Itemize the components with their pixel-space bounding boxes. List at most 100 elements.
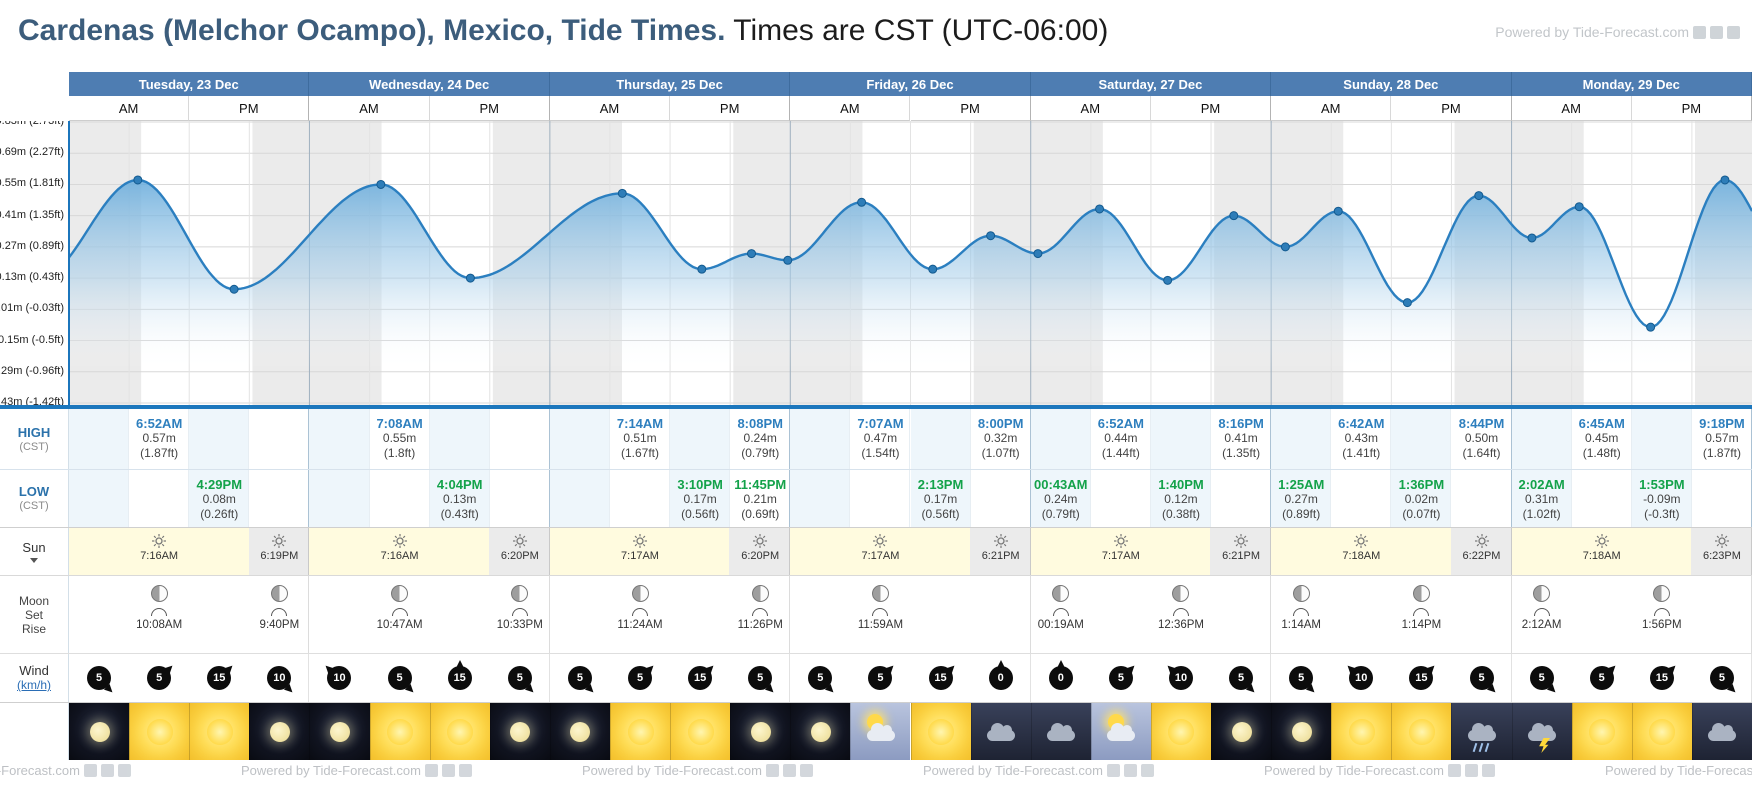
- tide-cell: [1692, 470, 1752, 527]
- weather-tile-moon: [1211, 703, 1272, 760]
- am-header: AM: [69, 96, 190, 121]
- wind-speed-value: 15: [447, 666, 472, 690]
- day-header: Wednesday, 24 Dec: [309, 72, 550, 96]
- tide-cell: [1511, 470, 1572, 527]
- wind-speed-value: 10: [1168, 666, 1193, 690]
- y-axis-tick: 0.27m (0.89ft): [0, 239, 64, 252]
- wind-speed-value: 10: [267, 666, 292, 690]
- sunrise-time: 7:17AM: [621, 550, 659, 562]
- low-tide-time: 4:29PM: [196, 477, 243, 492]
- moon-setrise-time: 10:08AM: [136, 619, 183, 631]
- sunset-shaded-cell: [1210, 528, 1271, 575]
- wind-badge: 0: [985, 660, 1017, 694]
- moon-entry: 9:40PM: [244, 585, 314, 631]
- low-tide-time: 1:53PM: [1639, 477, 1685, 492]
- sunrise-icon: [392, 534, 407, 548]
- moon-phase-icon: [1412, 585, 1430, 602]
- wind-speed-value: 10: [327, 666, 352, 690]
- tide-height-m: 0.13m: [443, 492, 477, 506]
- sunset-entry: 6:23PM: [1687, 533, 1752, 563]
- tide-cell: [1211, 409, 1272, 469]
- weather-tile-sun: [1631, 703, 1692, 760]
- high-tide-entry: 8:00PM 0.32m (1.07ft): [953, 416, 1049, 461]
- tide-height-ft: (0.26ft): [200, 507, 239, 521]
- tide-cell: [490, 409, 550, 469]
- tide-cell: [370, 409, 430, 469]
- y-axis-tick: 0.83m (2.73ft): [0, 121, 64, 127]
- moon-setrise-icon: [1653, 608, 1670, 616]
- wind-badge: 15: [203, 662, 236, 694]
- tide-cell: [610, 409, 671, 469]
- moon-weather-icon: [750, 721, 771, 742]
- tide-cell: [910, 470, 971, 527]
- cloud-weather-icon: [1708, 723, 1737, 741]
- moon-setrise-time: 9:40PM: [259, 619, 300, 631]
- sun-day-cell: 7:18AM 6:23PM: [1511, 528, 1752, 575]
- tide-height-ft: (1.35ft): [1222, 446, 1261, 460]
- tide-height-ft: (1.8ft): [383, 446, 416, 460]
- moon-day-cell: 00:19AM 12:36PM: [1031, 576, 1272, 653]
- moon-weather-icon: [329, 721, 350, 742]
- moon-weather-icon: [570, 721, 591, 742]
- low-tide-entry: 1:40PM 0.12m (0.38ft): [1133, 477, 1229, 522]
- wind-badge: 5: [804, 662, 837, 696]
- moon-row-label: Moon Set Rise: [0, 576, 69, 653]
- sun-day-cell: 7:17AM 6:20PM: [549, 528, 791, 575]
- social-icon: [782, 764, 796, 777]
- sun-label: Sun: [22, 540, 46, 555]
- sunset-icon: [272, 534, 287, 548]
- moon-setrise-time: 00:19AM: [1037, 619, 1084, 631]
- high-label: HIGH: [17, 424, 51, 440]
- tide-height-ft: (1.87ft): [140, 446, 179, 460]
- low-tide-time: 4:04PM: [436, 477, 483, 492]
- wind-badge: 5: [564, 662, 597, 696]
- tide-height-m: 0.51m: [623, 431, 657, 445]
- high-tide-time: 8:00PM: [977, 416, 1024, 431]
- weather-tile-sun: [670, 703, 731, 760]
- weather-row-label: [0, 703, 69, 760]
- watermark-bottom: Powered by Tide-Forecast.com: [923, 763, 1154, 778]
- pm-header: PM: [1150, 96, 1272, 121]
- low-tide-entry: 2:13PM 0.17m (0.56ft): [893, 477, 989, 522]
- tide-height-m: 0.50m: [1464, 431, 1499, 445]
- moon-label-line: Moon: [18, 593, 50, 608]
- sunset-time: 6:20PM: [741, 550, 780, 562]
- moon-setrise-time: 1:56PM: [1642, 619, 1682, 631]
- tide-cell: [249, 409, 310, 469]
- wind-day-cell: [1512, 654, 1752, 702]
- wind-row-label: Wind (km/h): [0, 654, 69, 702]
- weather-tile-moon: [549, 703, 610, 760]
- sunset-time: 6:19PM: [260, 550, 299, 562]
- day-header: Saturday, 27 Dec: [1030, 72, 1272, 96]
- sun-expand-icon[interactable]: [30, 558, 38, 563]
- social-icon: [1481, 764, 1495, 777]
- sun-day-cell: 7:16AM 6:19PM: [69, 528, 310, 575]
- weather-tile-suncloud: [850, 703, 911, 760]
- moon-setrise-icon: [151, 608, 168, 616]
- high-tide-time: 6:52AM: [1097, 416, 1144, 431]
- tide-cell: [1030, 470, 1091, 527]
- sun-day-cell: 7:17AM 6:21PM: [1030, 528, 1272, 575]
- wind-speed-value: 5: [567, 666, 592, 690]
- moon-entry: 10:33PM: [485, 585, 555, 631]
- tide-height-ft: (0.89ft): [1282, 507, 1321, 521]
- social-icon: [458, 764, 472, 777]
- wind-unit-link[interactable]: (km/h): [17, 678, 51, 692]
- sunrise-icon: [1113, 534, 1128, 548]
- day-header: Friday, 26 Dec: [790, 72, 1031, 96]
- moon-phase-icon: [1172, 585, 1190, 602]
- sunrise-entry: 7:16AM: [365, 533, 435, 563]
- weather-tile-moon: [790, 703, 851, 760]
- sunset-icon: [1234, 534, 1249, 548]
- tide-height-ft: (0.38ft): [1161, 507, 1200, 521]
- wind-badge: 15: [684, 662, 717, 694]
- weather-tile-sun: [129, 703, 190, 760]
- tide-cell: [1572, 470, 1632, 527]
- wind-speed-value: 5: [147, 666, 172, 690]
- cloud-weather-icon: [1047, 723, 1076, 741]
- wind-speed-value: 0: [988, 666, 1013, 690]
- wind-day-cell: [309, 654, 550, 702]
- moon-setrise-time: 11:26PM: [737, 619, 783, 631]
- watermark-bottom: Powered by Tide-Forecast.com: [241, 763, 472, 778]
- low-tide-entry: 1:53PM -0.09m (-0.3ft): [1614, 477, 1710, 522]
